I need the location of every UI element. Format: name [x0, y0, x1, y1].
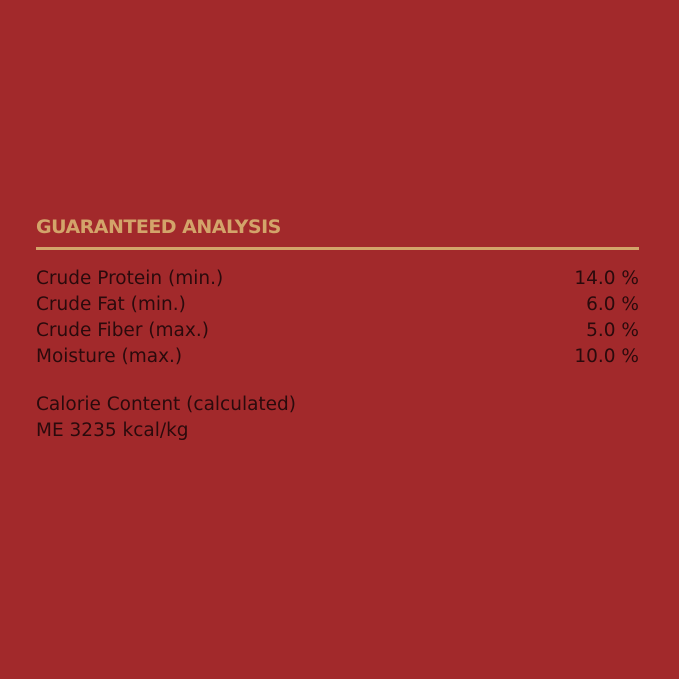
- section-title: GUARANTEED ANALYSIS: [36, 216, 281, 238]
- row-value: 10.0 %: [574, 346, 639, 367]
- row-label: Crude Protein (min.): [36, 268, 224, 289]
- row-value: 6.0 %: [586, 294, 639, 315]
- analysis-row: Crude Protein (min.) 14.0 %: [36, 266, 639, 292]
- analysis-table: Crude Protein (min.) 14.0 % Crude Fat (mi…: [36, 266, 639, 370]
- divider: [36, 247, 639, 250]
- analysis-row: Moisture (max.) 10.0 %: [36, 344, 639, 370]
- analysis-row: Crude Fat (min.) 6.0 %: [36, 292, 639, 318]
- calorie-value: ME 3235 kcal/kg: [36, 420, 189, 441]
- row-label: Crude Fat (min.): [36, 294, 186, 315]
- calorie-heading: Calorie Content (calculated): [36, 394, 297, 415]
- row-value: 5.0 %: [586, 320, 639, 341]
- row-label: Crude Fiber (max.): [36, 320, 209, 341]
- calorie-content: Calorie Content (calculated) ME 3235 kca…: [36, 392, 296, 444]
- row-value: 14.0 %: [574, 268, 639, 289]
- row-label: Moisture (max.): [36, 346, 183, 367]
- analysis-row: Crude Fiber (max.) 5.0 %: [36, 318, 639, 344]
